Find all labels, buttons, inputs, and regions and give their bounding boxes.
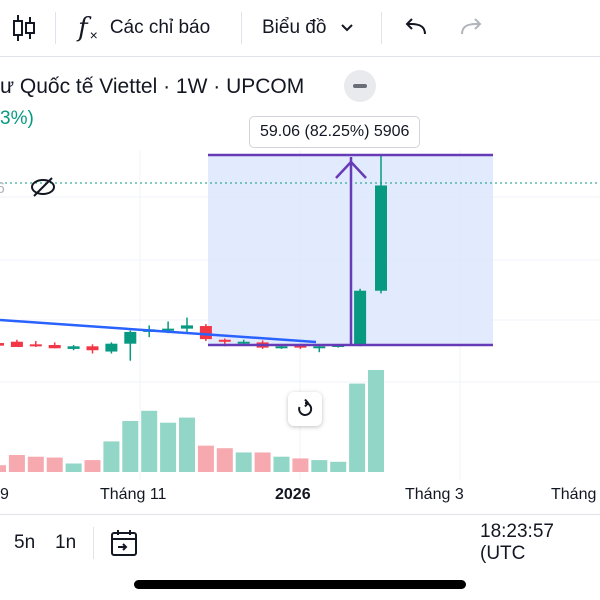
volume-bar — [179, 417, 195, 472]
volume-bar — [349, 383, 366, 472]
volume-bar — [122, 421, 139, 472]
candle-body — [375, 185, 387, 291]
candle-body — [275, 346, 288, 349]
change-percent: 3%) — [0, 108, 34, 129]
volume-bar — [216, 448, 233, 472]
volume-bar — [27, 456, 44, 472]
volume-bar — [254, 452, 271, 472]
volume-bar — [103, 441, 120, 472]
volume-bar — [65, 463, 82, 472]
candles-icon[interactable] — [12, 0, 36, 56]
indicators-button[interactable]: f × Các chỉ báo — [78, 0, 210, 56]
time-label: Tháng 3 — [405, 486, 464, 503]
top-toolbar: f × Các chỉ báo Biểu đồ — [0, 0, 600, 57]
reset-chart-button[interactable] — [288, 392, 322, 426]
trend-line — [0, 318, 317, 344]
undo-icon[interactable] — [403, 0, 429, 56]
candle-body — [105, 343, 118, 352]
collapse-legend-button[interactable] — [344, 70, 376, 102]
volume-bar — [141, 410, 158, 472]
chevron-down-icon — [341, 24, 354, 32]
candle-body — [124, 331, 137, 344]
price-chart[interactable]: 6 — [0, 150, 600, 480]
volume-bar — [311, 460, 328, 472]
bottom-bar: 5n 1n 18:23:57 (UTC — [0, 514, 600, 571]
time-label-year: 2026 — [275, 486, 311, 503]
volume-bar — [235, 452, 252, 472]
volume-bar — [8, 455, 25, 472]
candle-body — [354, 290, 367, 345]
candle-body — [86, 346, 99, 351]
candle-body — [162, 328, 175, 331]
candle-body — [199, 326, 212, 340]
candle-body — [67, 346, 80, 349]
eye-off-icon-slash — [33, 177, 53, 197]
indicators-label: Các chỉ báo — [109, 17, 211, 38]
volume-bar — [160, 422, 177, 472]
clock-readout: 18:23:57 (UTC — [480, 521, 554, 564]
go-to-date-icon[interactable] — [110, 515, 138, 571]
volume-bar — [0, 465, 6, 472]
volume-bar — [330, 461, 347, 472]
time-axis: 9 Tháng 11 2026 Tháng 3 Tháng — [0, 480, 600, 510]
volume-bar — [84, 460, 101, 472]
eye-off-icon — [31, 179, 55, 195]
rotate-icon — [298, 399, 313, 416]
time-label: Tháng — [551, 486, 597, 503]
time-label: Tháng 11 — [100, 486, 167, 503]
volume-bar — [368, 370, 384, 472]
candle-body — [10, 341, 23, 347]
candle-body — [237, 341, 250, 344]
candle-body — [0, 343, 4, 346]
candle-body — [181, 325, 193, 329]
candle-body — [294, 345, 307, 348]
measure-tooltip: 59.06 (82.25%) 5906 — [249, 116, 421, 148]
timeframe-5d-button[interactable]: 5n — [14, 532, 36, 553]
function-icon-sub: × — [89, 27, 98, 43]
candle-body — [48, 345, 61, 349]
measure-arrow-head — [335, 160, 367, 179]
chart-type-button[interactable]: Biểu đồ — [262, 0, 354, 56]
candle-body — [218, 339, 231, 342]
candle-body — [29, 344, 42, 347]
volume-bar — [197, 445, 214, 472]
timeframe-1d-button[interactable]: 1n — [55, 532, 77, 553]
volume-bar — [273, 456, 290, 472]
volume-bar — [292, 458, 309, 472]
volume-bar — [46, 457, 63, 472]
chart-type-label: Biểu đồ — [262, 17, 327, 38]
time-label: 9 — [0, 486, 9, 503]
home-indicator — [134, 580, 466, 589]
price-axis-fragment: 6 — [0, 180, 5, 197]
redo-icon[interactable] — [458, 0, 484, 56]
symbol-title: ư Quốc tế Viettel · 1W · UPCOM — [0, 75, 305, 98]
candle-body — [313, 346, 326, 349]
function-icon: f — [78, 13, 88, 43]
